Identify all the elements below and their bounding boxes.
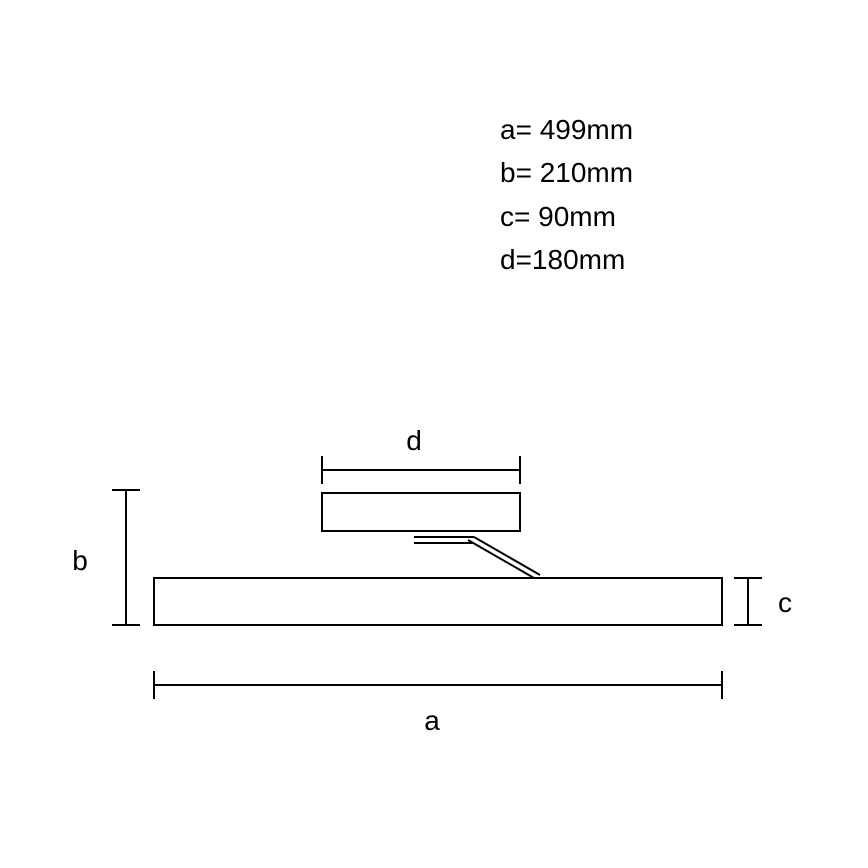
diagram-svg: d b c a [0,0,868,868]
arm [414,537,540,578]
mount-box [322,493,520,531]
dimension-c [734,578,762,625]
dimension-d-label: d [406,425,422,456]
dimension-d [322,456,520,484]
dimension-b [112,490,140,625]
dimension-b-label: b [72,545,88,576]
dimension-c-label: c [778,587,792,618]
dimension-a [154,671,722,699]
dimension-a-label: a [424,705,440,736]
main-bar [154,578,722,625]
